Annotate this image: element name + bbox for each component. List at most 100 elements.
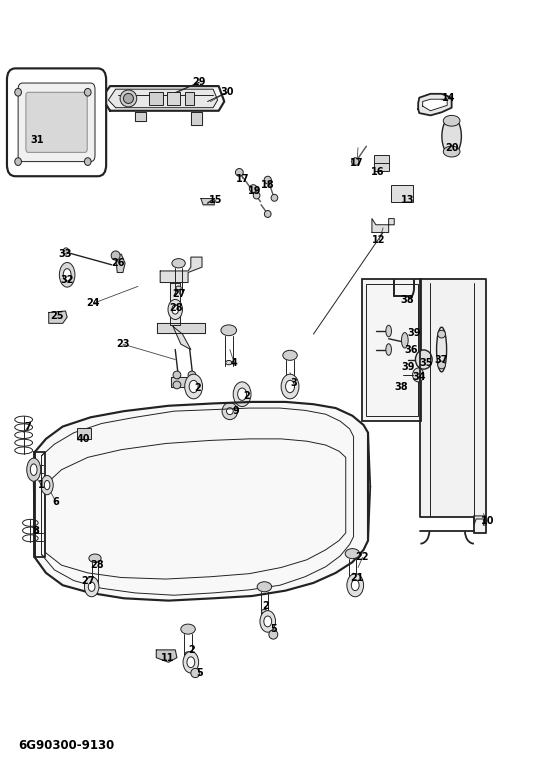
Text: 38: 38 — [400, 295, 414, 305]
FancyBboxPatch shape — [7, 68, 106, 176]
Polygon shape — [418, 94, 451, 115]
Ellipse shape — [262, 609, 267, 614]
Ellipse shape — [85, 88, 91, 96]
Text: 34: 34 — [413, 373, 426, 383]
Text: 6: 6 — [53, 497, 59, 507]
Ellipse shape — [27, 458, 41, 482]
Text: 39: 39 — [407, 328, 421, 338]
Text: 21: 21 — [350, 573, 363, 583]
Ellipse shape — [281, 374, 299, 399]
Ellipse shape — [120, 90, 137, 107]
Polygon shape — [170, 282, 180, 325]
Ellipse shape — [352, 158, 359, 165]
Ellipse shape — [59, 263, 75, 287]
Text: 24: 24 — [87, 298, 100, 308]
Ellipse shape — [444, 115, 460, 126]
FancyBboxPatch shape — [26, 92, 87, 152]
Ellipse shape — [172, 305, 179, 314]
Text: 8: 8 — [32, 526, 39, 536]
Ellipse shape — [63, 269, 71, 281]
Ellipse shape — [271, 194, 278, 201]
Bar — [374, 155, 389, 171]
Ellipse shape — [345, 549, 360, 559]
Polygon shape — [474, 516, 486, 525]
Polygon shape — [102, 86, 224, 111]
Ellipse shape — [438, 361, 446, 369]
Text: 4: 4 — [231, 359, 237, 369]
Ellipse shape — [168, 299, 183, 319]
Ellipse shape — [41, 475, 53, 495]
Ellipse shape — [92, 580, 97, 583]
Polygon shape — [372, 219, 394, 233]
Text: 3: 3 — [291, 378, 297, 387]
Ellipse shape — [264, 210, 271, 217]
Ellipse shape — [269, 630, 278, 639]
Ellipse shape — [85, 577, 99, 597]
Ellipse shape — [402, 332, 408, 348]
Ellipse shape — [183, 652, 199, 673]
Ellipse shape — [176, 286, 181, 290]
Text: 27: 27 — [172, 289, 185, 299]
Ellipse shape — [222, 403, 237, 420]
Text: 33: 33 — [59, 249, 72, 259]
Ellipse shape — [85, 158, 91, 165]
Text: 32: 32 — [60, 275, 74, 285]
Ellipse shape — [442, 117, 461, 155]
Ellipse shape — [191, 669, 200, 678]
Text: 17: 17 — [236, 174, 249, 183]
Text: 2: 2 — [263, 601, 269, 611]
Text: 35: 35 — [419, 359, 433, 369]
Polygon shape — [171, 377, 197, 386]
Ellipse shape — [173, 381, 181, 389]
Text: 5: 5 — [196, 668, 203, 678]
Ellipse shape — [185, 652, 191, 656]
Ellipse shape — [351, 580, 359, 591]
Text: 28: 28 — [90, 560, 104, 570]
Ellipse shape — [260, 611, 276, 632]
Text: 10: 10 — [480, 516, 494, 526]
Ellipse shape — [349, 578, 356, 582]
Ellipse shape — [189, 380, 198, 393]
Ellipse shape — [416, 350, 432, 369]
FancyBboxPatch shape — [18, 83, 95, 162]
Text: 36: 36 — [404, 345, 418, 355]
Ellipse shape — [15, 158, 21, 165]
Bar — [362, 279, 421, 421]
Ellipse shape — [233, 382, 251, 407]
Ellipse shape — [30, 464, 37, 475]
Ellipse shape — [253, 192, 260, 199]
Ellipse shape — [173, 371, 181, 379]
Text: 12: 12 — [372, 235, 386, 245]
Ellipse shape — [249, 185, 257, 192]
Text: 40: 40 — [77, 434, 91, 444]
Text: 16: 16 — [371, 168, 384, 177]
Ellipse shape — [226, 360, 232, 365]
Polygon shape — [201, 199, 214, 205]
Text: 18: 18 — [261, 179, 274, 189]
Text: 23: 23 — [116, 339, 129, 349]
Polygon shape — [49, 311, 67, 323]
Ellipse shape — [287, 382, 293, 386]
Ellipse shape — [188, 381, 196, 389]
Ellipse shape — [386, 344, 391, 356]
Ellipse shape — [437, 327, 447, 372]
Text: 22: 22 — [356, 553, 369, 563]
Text: 6G90300-9130: 6G90300-9130 — [18, 739, 114, 752]
Text: 13: 13 — [402, 195, 415, 205]
Ellipse shape — [181, 624, 195, 634]
Ellipse shape — [123, 94, 133, 104]
Ellipse shape — [44, 481, 50, 490]
Text: 28: 28 — [170, 303, 183, 313]
Ellipse shape — [264, 616, 272, 627]
Bar — [149, 92, 163, 104]
Polygon shape — [160, 257, 202, 282]
Polygon shape — [115, 254, 125, 273]
Polygon shape — [421, 279, 486, 533]
Text: 20: 20 — [445, 143, 459, 153]
Text: 1: 1 — [38, 480, 45, 490]
Polygon shape — [157, 323, 205, 332]
Ellipse shape — [235, 169, 243, 176]
Ellipse shape — [283, 350, 297, 360]
Text: 14: 14 — [441, 93, 455, 103]
Text: 37: 37 — [435, 355, 449, 365]
